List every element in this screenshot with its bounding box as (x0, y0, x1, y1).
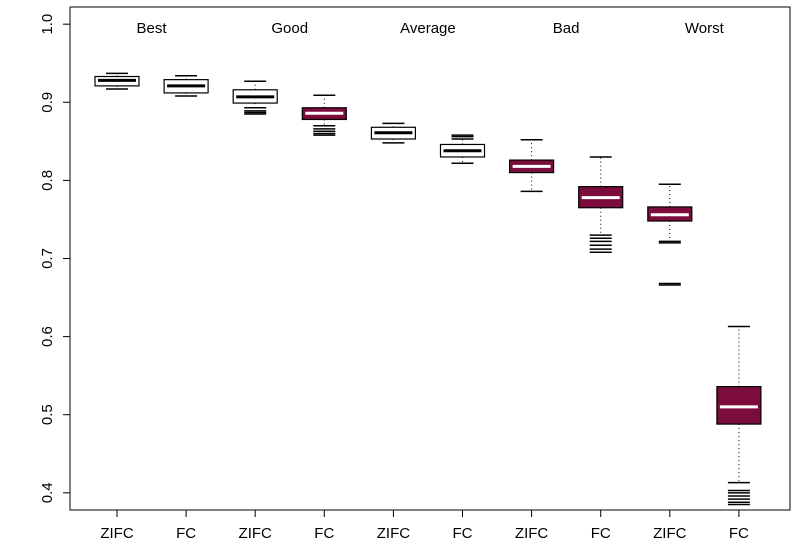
box (716, 385, 762, 425)
y-tick-label: 0.6 (39, 326, 56, 347)
y-tick-label: 0.4 (39, 482, 56, 503)
x-tick-label: FC (314, 525, 334, 542)
y-tick-label: 0.8 (39, 170, 56, 191)
x-tick-label: FC (176, 525, 196, 542)
x-tick-label: ZIFC (100, 525, 133, 542)
group-label: Bad (553, 20, 580, 37)
x-tick-label: ZIFC (239, 525, 272, 542)
y-tick-label: 0.9 (39, 92, 56, 113)
x-tick-label: FC (453, 525, 473, 542)
group-label: Best (137, 20, 168, 37)
x-tick-label: FC (729, 525, 749, 542)
y-tick-label: 0.7 (39, 248, 56, 269)
y-tick-label: 0.5 (39, 404, 56, 425)
x-tick-label: ZIFC (377, 525, 410, 542)
y-tick-label: 1.0 (39, 14, 56, 35)
group-label: Good (271, 20, 308, 37)
x-tick-label: FC (591, 525, 611, 542)
x-tick-label: ZIFC (515, 525, 548, 542)
group-label: Worst (685, 20, 725, 37)
group-label: Average (400, 20, 456, 37)
x-tick-label: ZIFC (653, 525, 686, 542)
